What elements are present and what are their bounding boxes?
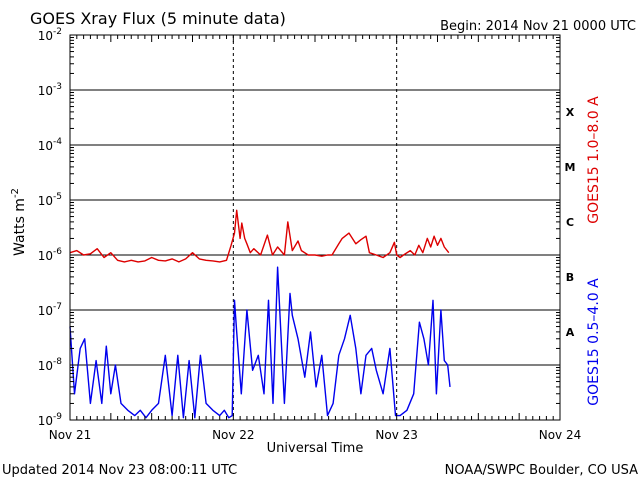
series-line-short-channel [69, 266, 451, 419]
y-tick-label: 10-9 [38, 412, 63, 428]
y-tick-label: 10-8 [38, 357, 63, 373]
credit-label: NOAA/SWPC Boulder, CO USA [445, 463, 638, 478]
x-tick-label: Nov 21 [49, 428, 92, 442]
flare-class-label: M [565, 161, 576, 174]
y-tick-label: 10-5 [38, 192, 62, 208]
plot-frame [69, 34, 561, 421]
y-tick-label: 10-2 [38, 27, 62, 43]
chart-title: GOES Xray Flux (5 minute data) [30, 9, 286, 28]
y-axis-label-exponent: -2 [10, 188, 21, 198]
y-tick-label: 10-4 [38, 137, 63, 153]
series-line-long-channel [69, 209, 450, 263]
legend-short-channel: GOES15 0.5–4.0 A [586, 278, 602, 406]
x-tick-label: Nov 23 [375, 428, 418, 442]
y-tick-label: 10-6 [38, 247, 63, 263]
flare-class-label: B [566, 271, 574, 284]
y-axis-label-text: Watts m [12, 198, 28, 256]
data-series [69, 209, 451, 419]
y-tick-label: 10-3 [38, 82, 62, 98]
x-tick-label: Nov 22 [212, 428, 255, 442]
x-axis-label: Universal Time [267, 441, 364, 456]
y-tick-label: 10-7 [38, 302, 62, 318]
x-tick-label: Nov 24 [539, 428, 582, 442]
flare-class-label: X [566, 106, 575, 119]
legend-long-channel: GOES15 1.0–8.0 A [586, 96, 602, 224]
flare-class-label: C [566, 216, 574, 229]
updated-timestamp: Updated 2014 Nov 23 08:00:11 UTC [2, 463, 237, 478]
flare-class-label: A [566, 326, 575, 339]
y-axis-label: Watts m-2 [10, 188, 28, 256]
begin-label: Begin: 2014 Nov 21 0000 UTC [440, 19, 636, 34]
